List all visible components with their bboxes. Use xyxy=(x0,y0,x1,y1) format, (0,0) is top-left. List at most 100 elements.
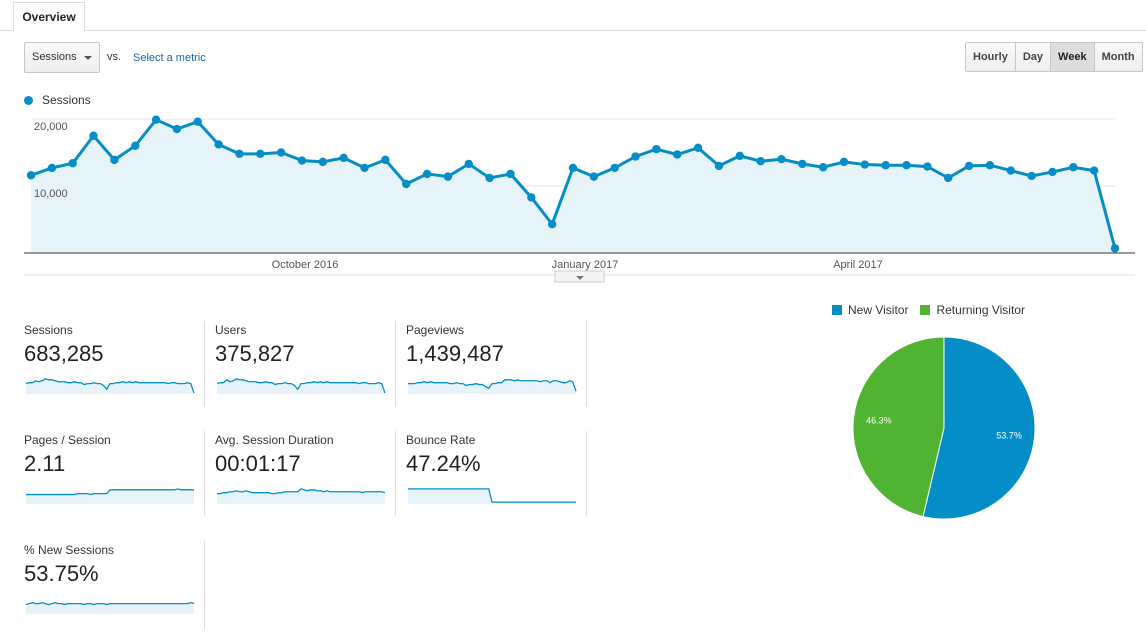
data-point xyxy=(68,159,77,168)
scorecard-label: Avg. Session Duration xyxy=(215,433,334,447)
data-point xyxy=(610,163,619,173)
data-point xyxy=(818,163,828,172)
data-point xyxy=(381,155,390,165)
data-point xyxy=(673,150,682,159)
scorecard-value: 683,285 xyxy=(24,341,104,366)
sparkline-line xyxy=(408,488,576,503)
data-point xyxy=(714,161,724,171)
legend-dot-icon xyxy=(24,95,33,105)
data-point xyxy=(1069,163,1078,172)
data-point xyxy=(422,169,432,179)
scorecard[interactable]: Pages / Session 2.11 xyxy=(24,433,206,521)
sparkline xyxy=(408,488,576,504)
data-point xyxy=(506,169,515,179)
chevron-down-icon xyxy=(576,276,584,280)
sparkline xyxy=(26,488,194,504)
new-visitor-swatch xyxy=(832,305,842,315)
sparkline-line xyxy=(217,488,386,495)
data-point xyxy=(26,171,36,180)
data-point xyxy=(839,157,849,167)
sparkline-fill xyxy=(408,379,576,394)
data-point xyxy=(47,163,57,173)
vs-label: vs. xyxy=(107,51,122,63)
divider xyxy=(204,431,205,516)
scorecard[interactable]: % New Sessions 53.75% xyxy=(24,543,206,631)
data-point xyxy=(89,131,98,140)
data-point xyxy=(339,153,348,163)
divider xyxy=(395,321,396,406)
x-tick-label: October 2016 xyxy=(272,259,339,271)
scorecard-value: 2.11 xyxy=(24,451,66,476)
tab-overview[interactable]: Overview xyxy=(13,2,85,32)
sparkline-line xyxy=(217,378,386,394)
returning-visitor-swatch xyxy=(920,305,931,315)
area-fill xyxy=(31,119,1115,253)
x-tick-label: January 2017 xyxy=(552,259,619,271)
scorecard[interactable]: Avg. Session Duration 00:01:17 xyxy=(215,433,397,521)
sessions-line-chart: 20,000 10,000 October 2016 January 2017 Apri… xyxy=(24,115,1135,283)
x-tick-label: April 2017 xyxy=(833,259,883,271)
granularity-week-button[interactable]: Week xyxy=(1050,43,1094,71)
scorecard[interactable]: Users 375,827 xyxy=(215,323,397,411)
tab-bar: Overview xyxy=(0,0,1146,32)
scorecard[interactable]: Bounce Rate 47.24% xyxy=(406,433,588,521)
y-tick-label: 10,000 xyxy=(34,188,68,200)
data-point xyxy=(1110,244,1120,253)
granularity-month-button[interactable]: Month xyxy=(1093,43,1142,71)
data-point xyxy=(1048,167,1057,177)
scorecard[interactable]: Sessions 683,285 xyxy=(24,323,206,411)
data-point xyxy=(485,173,494,183)
scorecard-value: 47.24% xyxy=(406,451,481,476)
data-point xyxy=(756,157,765,166)
data-point xyxy=(631,152,640,161)
chevron-down-icon xyxy=(84,56,92,60)
sparkline xyxy=(408,379,577,394)
data-point xyxy=(881,161,890,170)
data-point xyxy=(297,156,307,165)
data-point xyxy=(443,172,453,181)
sparkline-fill xyxy=(217,378,385,394)
pie-legend: New Visitor Returning Visitor xyxy=(832,303,1025,317)
scorecard-label: Sessions xyxy=(24,323,73,337)
data-point xyxy=(318,157,328,167)
data-point xyxy=(693,143,703,153)
data-point xyxy=(360,163,369,173)
data-point xyxy=(131,141,140,150)
divider xyxy=(586,431,587,516)
data-point xyxy=(902,161,911,170)
sparkline-line xyxy=(26,378,195,394)
data-point xyxy=(464,159,473,169)
scorecard[interactable]: Pageviews 1,439,487 xyxy=(406,323,588,411)
data-point xyxy=(652,144,661,154)
legend-label: Sessions xyxy=(42,93,91,107)
data-point xyxy=(735,151,744,161)
data-point xyxy=(402,179,411,189)
scorecard-value: 375,827 xyxy=(215,341,295,366)
data-point xyxy=(860,160,870,169)
granularity-day-button[interactable]: Day xyxy=(1014,43,1051,71)
data-point xyxy=(568,163,578,173)
granularity-hourly-button[interactable]: Hourly xyxy=(966,43,1015,71)
pie-slice-label: 53.7% xyxy=(996,431,1022,441)
pie-slice-returning-visitor xyxy=(852,336,945,518)
metric-select[interactable]: Sessions xyxy=(24,42,100,73)
sparkline-line xyxy=(26,488,194,496)
scorecard-label: Pages / Session xyxy=(24,433,111,447)
divider xyxy=(204,321,205,406)
sparkline-fill xyxy=(408,488,576,504)
select-metric-link[interactable]: Select a metric xyxy=(133,52,206,64)
sparkline xyxy=(26,378,195,394)
sparkline-line xyxy=(26,601,195,606)
data-point xyxy=(798,159,807,169)
data-point xyxy=(944,173,953,183)
sparkline xyxy=(26,601,195,614)
scorecard-label: Pageviews xyxy=(406,323,465,337)
sparkline-fill xyxy=(26,488,194,504)
pie-slice-label: 46.3% xyxy=(866,415,892,425)
scorecard-label: Users xyxy=(215,323,247,337)
scorecard-label: % New Sessions xyxy=(24,543,115,557)
pie-legend-new: New Visitor xyxy=(848,303,909,317)
pie-legend-returning: Returning Visitor xyxy=(936,303,1025,317)
data-point xyxy=(1006,166,1015,175)
sparkline-line xyxy=(408,379,577,392)
